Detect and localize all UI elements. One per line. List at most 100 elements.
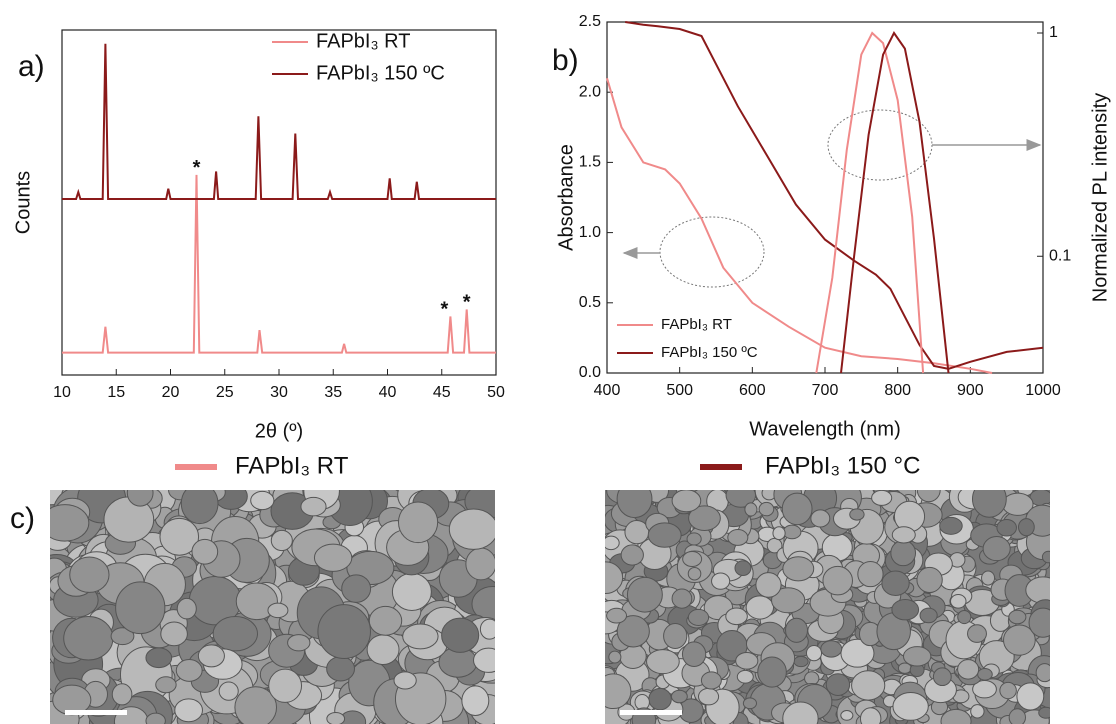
x-tick-label: 1000: [1025, 382, 1061, 399]
grain: [871, 490, 893, 506]
y-axis-label: Counts: [12, 171, 34, 234]
y2-axis-label: Normalized PL intensity: [1089, 93, 1111, 302]
grain: [916, 566, 943, 593]
grain: [126, 490, 154, 507]
grain: [736, 669, 754, 684]
grain: [822, 565, 853, 596]
grain: [391, 572, 432, 611]
grain: [881, 570, 910, 596]
grain: [175, 659, 203, 682]
grain: [300, 496, 327, 517]
grain: [626, 576, 663, 613]
grain: [758, 501, 775, 517]
grain: [448, 508, 495, 550]
grain: [159, 517, 200, 556]
sem-image: [50, 490, 495, 724]
grain: [624, 520, 650, 545]
grain: [981, 570, 996, 586]
grain: [317, 604, 371, 659]
annotation-ellipse: [659, 216, 765, 288]
x-tick-label: 900: [957, 382, 984, 399]
grain: [197, 644, 225, 668]
grain: [218, 681, 239, 701]
sem-label: FAPbI₃ RT: [235, 452, 349, 479]
grain: [932, 667, 952, 687]
grain: [857, 561, 884, 588]
grain: [971, 490, 1007, 518]
y2-tick-label: 0.1: [1049, 247, 1071, 264]
grain: [326, 711, 346, 724]
scale-bar: [620, 710, 682, 715]
x-tick-label: 600: [739, 382, 766, 399]
grain: [180, 490, 219, 525]
grain: [793, 655, 809, 668]
y-tick-label: 0.5: [579, 294, 601, 311]
grain: [957, 659, 980, 680]
annotation: *: [463, 292, 471, 314]
grain: [725, 607, 748, 626]
grain: [727, 529, 749, 546]
grain: [1016, 682, 1045, 711]
y-tick-label: 2.0: [579, 83, 601, 100]
grain: [725, 490, 757, 508]
grain: [734, 560, 752, 577]
grain: [891, 526, 916, 544]
series-line: [815, 31, 925, 374]
grain: [191, 538, 219, 565]
grain: [1041, 550, 1050, 564]
x-axis-label: Wavelength (nm): [749, 418, 901, 440]
grain: [461, 685, 490, 716]
grain: [145, 647, 173, 669]
grain: [176, 597, 197, 620]
grain: [782, 701, 819, 724]
grain: [957, 609, 972, 625]
grain: [235, 582, 278, 621]
grain: [473, 647, 495, 673]
grain: [939, 516, 963, 535]
x-tick-label: 800: [884, 382, 911, 399]
grain: [1003, 624, 1036, 656]
series-line: [840, 31, 950, 374]
x-tick-label: 20: [162, 384, 180, 401]
grain: [115, 581, 166, 635]
grain: [160, 621, 188, 647]
grain: [849, 508, 865, 521]
grain: [250, 490, 275, 511]
grain: [742, 697, 758, 710]
grain: [840, 638, 875, 668]
grain: [326, 656, 356, 682]
grain: [479, 618, 495, 640]
grain: [270, 529, 293, 552]
panel-label: b): [552, 44, 579, 77]
grain: [782, 524, 802, 540]
panel-label: a): [18, 50, 45, 83]
grain: [820, 640, 843, 658]
grain: [950, 593, 967, 609]
annotation: *: [193, 157, 201, 179]
grain: [671, 490, 702, 513]
x-tick-label: 10: [53, 384, 71, 401]
grain: [616, 615, 650, 648]
x-tick-label: 15: [107, 384, 125, 401]
x-tick-label: 35: [324, 384, 342, 401]
grain: [145, 712, 166, 724]
grain: [744, 502, 758, 517]
grain: [996, 518, 1017, 537]
grain: [441, 617, 480, 653]
grain: [688, 505, 721, 531]
grain: [782, 556, 815, 582]
y-tick-label: 0.0: [579, 364, 601, 381]
grain: [711, 572, 731, 590]
grain: [212, 616, 258, 652]
grain: [110, 627, 135, 646]
grain: [781, 492, 813, 526]
x-tick-label: 45: [433, 384, 451, 401]
grain: [268, 668, 303, 703]
grain: [670, 689, 688, 704]
grain: [1035, 663, 1050, 683]
grain: [755, 572, 782, 598]
grain: [745, 595, 775, 620]
grain: [465, 547, 495, 581]
grain: [1038, 706, 1050, 719]
grain: [174, 698, 203, 723]
